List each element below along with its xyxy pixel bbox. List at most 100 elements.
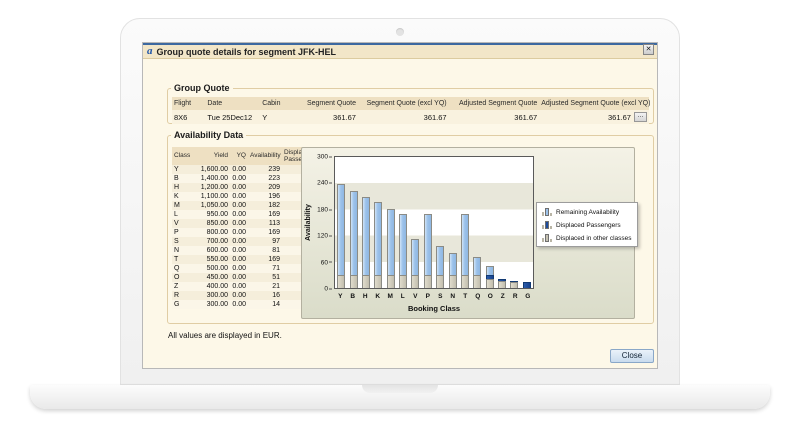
bar-O[interactable] xyxy=(484,157,496,288)
availability-row-R[interactable]: R300.000.00162 xyxy=(172,291,312,300)
availability-cell: 0.00 xyxy=(230,193,248,200)
cabin-value: Y xyxy=(260,113,293,122)
bar-L[interactable] xyxy=(397,157,409,288)
segment-quote-excl-value: 361.67 xyxy=(358,113,449,122)
bar-V[interactable] xyxy=(409,157,421,288)
availability-cell: 113 xyxy=(248,220,282,227)
group-quote-section-title: Group Quote xyxy=(171,83,233,93)
availability-cell: L xyxy=(172,211,189,218)
x-tick-O: O xyxy=(484,293,497,300)
availability-cell: P xyxy=(172,229,189,236)
availability-row-Y[interactable]: Y1,600.000.002390 xyxy=(172,165,312,174)
availability-cell: V xyxy=(172,220,189,227)
col-cabin: Cabin xyxy=(260,100,293,107)
col-date: Date xyxy=(205,100,260,107)
availability-row-B[interactable]: B1,400.000.002230 xyxy=(172,174,312,183)
legend-label: Remaining Availability xyxy=(556,209,619,216)
availability-row-S[interactable]: S700.000.00970 xyxy=(172,237,312,246)
availability-cell: 97 xyxy=(248,238,282,245)
bar-N[interactable] xyxy=(446,157,458,288)
availability-cell: T xyxy=(172,256,189,263)
availability-cell: 182 xyxy=(248,202,282,209)
availability-row-Z[interactable]: Z400.000.00215 xyxy=(172,282,312,291)
availability-row-V[interactable]: V850.000.001130 xyxy=(172,219,312,228)
availability-cell: 450.00 xyxy=(189,274,230,281)
availability-cell: 1,400.00 xyxy=(189,175,230,182)
bar-Q[interactable] xyxy=(471,157,483,288)
availability-row-N[interactable]: N600.000.00810 xyxy=(172,246,312,255)
dialog-title-bar[interactable]: a Group quote details for segment JFK-HE… xyxy=(143,45,657,59)
availability-cell: 169 xyxy=(248,256,282,263)
availability-row-O[interactable]: O450.000.00519 xyxy=(172,273,312,282)
x-tick-S: S xyxy=(434,293,447,300)
col-availability: Availability xyxy=(248,151,282,160)
close-button[interactable]: Close xyxy=(610,349,654,363)
bar-T[interactable] xyxy=(459,157,471,288)
availability-cell: M xyxy=(172,202,189,209)
col-segment-quote-excl: Segment Quote (excl YQ) xyxy=(358,100,449,107)
bar-G[interactable] xyxy=(521,157,533,288)
x-tick-Q: Q xyxy=(472,293,485,300)
webcam-icon xyxy=(396,28,404,36)
bar-R[interactable] xyxy=(508,157,520,288)
bar-segment xyxy=(399,275,407,288)
bar-stack xyxy=(399,157,407,288)
bar-H[interactable] xyxy=(360,157,372,288)
availability-cell: 0.00 xyxy=(230,274,248,281)
availability-cell: 0.00 xyxy=(230,175,248,182)
bar-P[interactable] xyxy=(422,157,434,288)
bar-B[interactable] xyxy=(347,157,359,288)
bar-segment xyxy=(350,191,358,275)
bar-stack xyxy=(387,157,395,288)
bar-Z[interactable] xyxy=(496,157,508,288)
availability-section: Availability Data Class Yield YQ Availab… xyxy=(167,130,654,324)
availability-cell: 850.00 xyxy=(189,220,230,227)
bar-segment xyxy=(387,209,395,275)
availability-row-G[interactable]: G300.000.001414 xyxy=(172,300,312,309)
bar-segment xyxy=(411,275,419,288)
x-tick-K: K xyxy=(372,293,385,300)
bar-M[interactable] xyxy=(385,157,397,288)
availability-table: Class Yield YQ Availability Displaced Pa… xyxy=(172,147,312,309)
segment-quote-value: 361.67 xyxy=(294,113,358,122)
page: a Group quote details for segment JFK-HE… xyxy=(0,0,800,437)
availability-row-T[interactable]: T550.000.001690 xyxy=(172,255,312,264)
plot-area xyxy=(334,156,534,289)
x-tick-Z: Z xyxy=(497,293,510,300)
y-tick-180: 180 xyxy=(317,206,328,213)
bar-stack xyxy=(362,157,370,288)
availability-row-P[interactable]: P800.000.001690 xyxy=(172,228,312,237)
bar-Y[interactable] xyxy=(335,157,347,288)
window-close-button[interactable]: ✕ xyxy=(643,44,654,55)
availability-cell: 700.00 xyxy=(189,238,230,245)
availability-row-Q[interactable]: Q500.000.00710 xyxy=(172,264,312,273)
availability-table-body: Y1,600.000.002390B1,400.000.002230H1,200… xyxy=(172,165,312,309)
bar-segment xyxy=(337,184,345,275)
bar-stack xyxy=(523,157,531,288)
availability-cell: 0.00 xyxy=(230,238,248,245)
plot-bars xyxy=(335,157,533,288)
bar-S[interactable] xyxy=(434,157,446,288)
legend-bar-icon xyxy=(542,207,552,216)
availability-cell: H xyxy=(172,184,189,191)
availability-row-H[interactable]: H1,200.000.002090 xyxy=(172,183,312,192)
laptop-base xyxy=(30,385,770,409)
bar-segment xyxy=(374,202,382,274)
availability-cell: 1,100.00 xyxy=(189,193,230,200)
availability-row-L[interactable]: L950.000.001690 xyxy=(172,210,312,219)
availability-row-K[interactable]: K1,100.000.001960 xyxy=(172,192,312,201)
availability-cell: 1,050.00 xyxy=(189,202,230,209)
bar-segment xyxy=(486,266,494,275)
legend-bar-icon xyxy=(542,233,552,242)
group-quote-section: Group Quote Flight Date Cabin Segment Qu… xyxy=(167,83,654,124)
availability-row-M[interactable]: M1,050.000.001820 xyxy=(172,201,312,210)
more-options-button[interactable]: … xyxy=(634,112,647,122)
legend-item: Remaining Availability xyxy=(542,207,632,216)
bar-stack xyxy=(486,157,494,288)
group-quote-row[interactable]: 8X6 Tue 25Dec12 Y 361.67 361.67 361.67 3… xyxy=(172,110,649,124)
x-tick-L: L xyxy=(397,293,410,300)
availability-cell: 71 xyxy=(248,265,282,272)
availability-cell: 0.00 xyxy=(230,256,248,263)
bar-segment xyxy=(473,275,481,288)
bar-K[interactable] xyxy=(372,157,384,288)
